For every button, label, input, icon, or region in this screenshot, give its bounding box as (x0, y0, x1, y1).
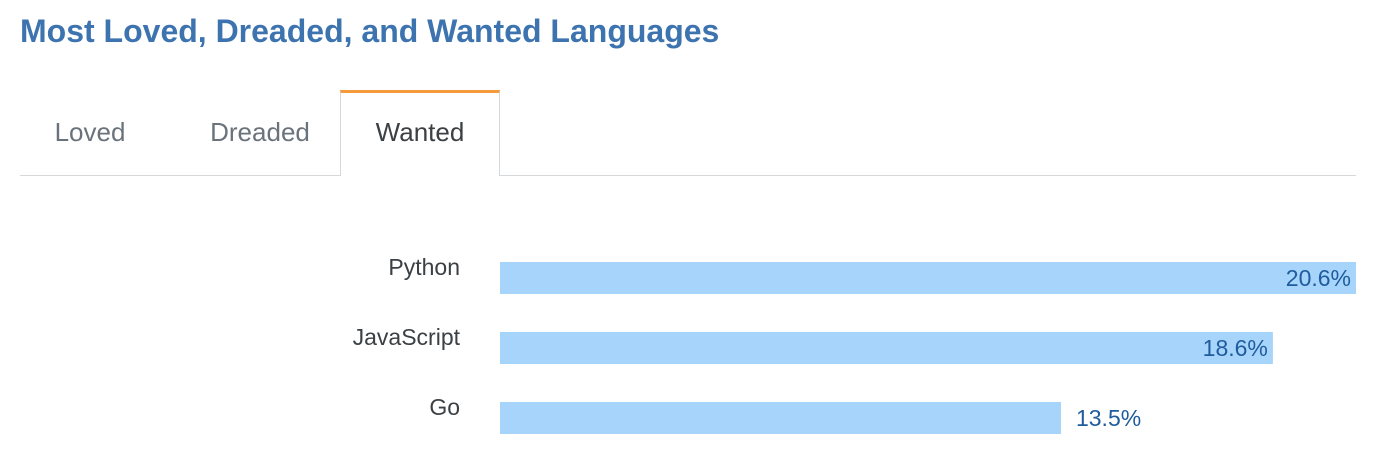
tab-bar: Loved Dreaded Wanted (20, 90, 1356, 176)
category-label: Go (429, 394, 460, 420)
value-label: 18.6% (1203, 335, 1268, 361)
tab-wanted[interactable]: Wanted (340, 90, 500, 176)
value-label: 20.6% (1286, 265, 1351, 291)
bar-python (500, 262, 1356, 294)
page-title: Most Loved, Dreaded, and Wanted Language… (20, 13, 720, 49)
tab-dreaded[interactable]: Dreaded (210, 117, 310, 147)
bar-javascript (500, 332, 1273, 364)
category-label: Python (388, 254, 460, 280)
value-label: 13.5% (1076, 405, 1141, 431)
tab-loved[interactable]: Loved (54, 117, 126, 147)
category-label: JavaScript (353, 324, 461, 350)
bar-chart: Python 20.6% JavaScript 18.6% Go 13.5% (353, 254, 1356, 434)
bar-go (500, 402, 1061, 434)
